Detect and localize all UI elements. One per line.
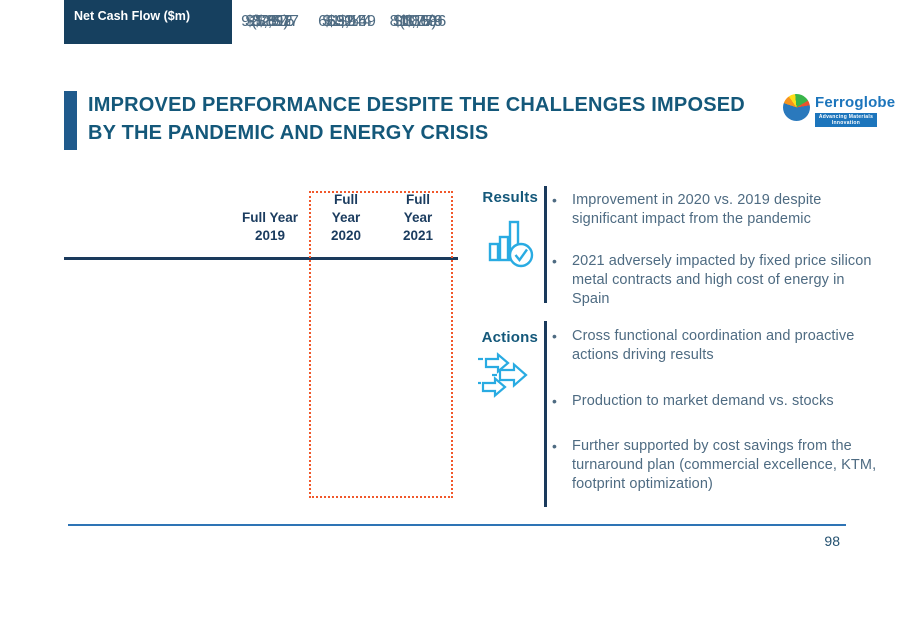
cell-fy2020: $9 bbox=[338, 13, 356, 30]
row-label: Net Cash Flow ($m) bbox=[64, 0, 232, 44]
cell-fy2020: 669,149 bbox=[318, 13, 376, 30]
title-accent-bar bbox=[64, 91, 77, 150]
cell-fy2020: $1,144 bbox=[322, 13, 372, 30]
results-divider-line bbox=[544, 186, 547, 303]
actions-divider-line bbox=[544, 321, 547, 507]
table-header-divider bbox=[64, 257, 458, 260]
cell-fy2019: 927,577 bbox=[241, 13, 299, 30]
actions-heading: Actions bbox=[481, 329, 538, 346]
globe-icon bbox=[783, 94, 810, 121]
logo-text-block: Ferroglobe Advancing Materials Innovatio… bbox=[815, 94, 895, 127]
column-header-fy2019: Full Year 2019 bbox=[241, 210, 299, 244]
results-heading: Results bbox=[482, 189, 538, 206]
cell-fy2021: ($15) bbox=[399, 13, 437, 30]
company-logo: Ferroglobe Advancing Materials Innovatio… bbox=[783, 94, 895, 127]
bullet-dot-icon: • bbox=[552, 328, 557, 344]
bullet-text: Cross functional coordination and proact… bbox=[572, 328, 855, 364]
results-bullet: • 2021 adversely impacted by fixed price… bbox=[552, 252, 884, 309]
bullet-dot-icon: • bbox=[552, 253, 557, 269]
actions-bullet: • Production to market demand vs. stocks bbox=[552, 392, 884, 411]
page-number: 98 bbox=[824, 533, 840, 549]
cell-fy2020: $32.5 bbox=[326, 13, 368, 30]
results-bullet: • Improvement in 2020 vs. 2019 despite s… bbox=[552, 191, 884, 229]
bullet-text: 2021 adversely impacted by fixed price s… bbox=[572, 253, 872, 308]
footer-divider-line bbox=[68, 524, 846, 526]
actions-bullet: • Further supported by cost savings from… bbox=[552, 437, 884, 494]
cell-fy2019: -1.8% bbox=[249, 13, 291, 30]
bar-chart-check-icon bbox=[488, 216, 536, 275]
bullet-text: Production to market demand vs. stocks bbox=[572, 393, 834, 409]
cell-fy2020: 3% bbox=[335, 13, 359, 30]
cell-fy2021: 811,196 bbox=[389, 13, 447, 30]
actions-bullet: • Cross functional coordination and proa… bbox=[552, 327, 884, 365]
cell-fy2019: $1,615 bbox=[245, 13, 295, 30]
rushing-arrows-icon bbox=[478, 351, 534, 404]
logo-tagline: Advancing Materials Innovation bbox=[815, 113, 877, 127]
bullet-dot-icon: • bbox=[552, 393, 557, 409]
logo-company-name: Ferroglobe bbox=[815, 94, 896, 111]
bullet-dot-icon: • bbox=[552, 192, 557, 208]
cell-fy2019: -$29.2 bbox=[247, 13, 293, 30]
bullet-text: Improvement in 2020 vs. 2019 despite sig… bbox=[572, 192, 822, 228]
column-header-fy2020: Full Year 2020 bbox=[330, 192, 362, 244]
cell-fy2021: $1,779 bbox=[393, 13, 443, 30]
cell-fy2021: 10.% bbox=[399, 13, 437, 30]
table-row: Net Cash Flow ($m) ($89) $9 ($15) bbox=[64, 0, 460, 44]
highlight-dotted-box bbox=[309, 191, 453, 498]
bullet-text: Further supported by cost savings from t… bbox=[572, 438, 877, 493]
cell-fy2021: $186.6 bbox=[393, 13, 443, 30]
bullet-dot-icon: • bbox=[552, 438, 557, 454]
cell-fy2019: ($89) bbox=[251, 13, 289, 30]
column-header-fy2021: Full Year 2021 bbox=[402, 192, 434, 244]
page-title: IMPROVED PERFORMANCE DESPITE THE CHALLEN… bbox=[88, 94, 745, 144]
